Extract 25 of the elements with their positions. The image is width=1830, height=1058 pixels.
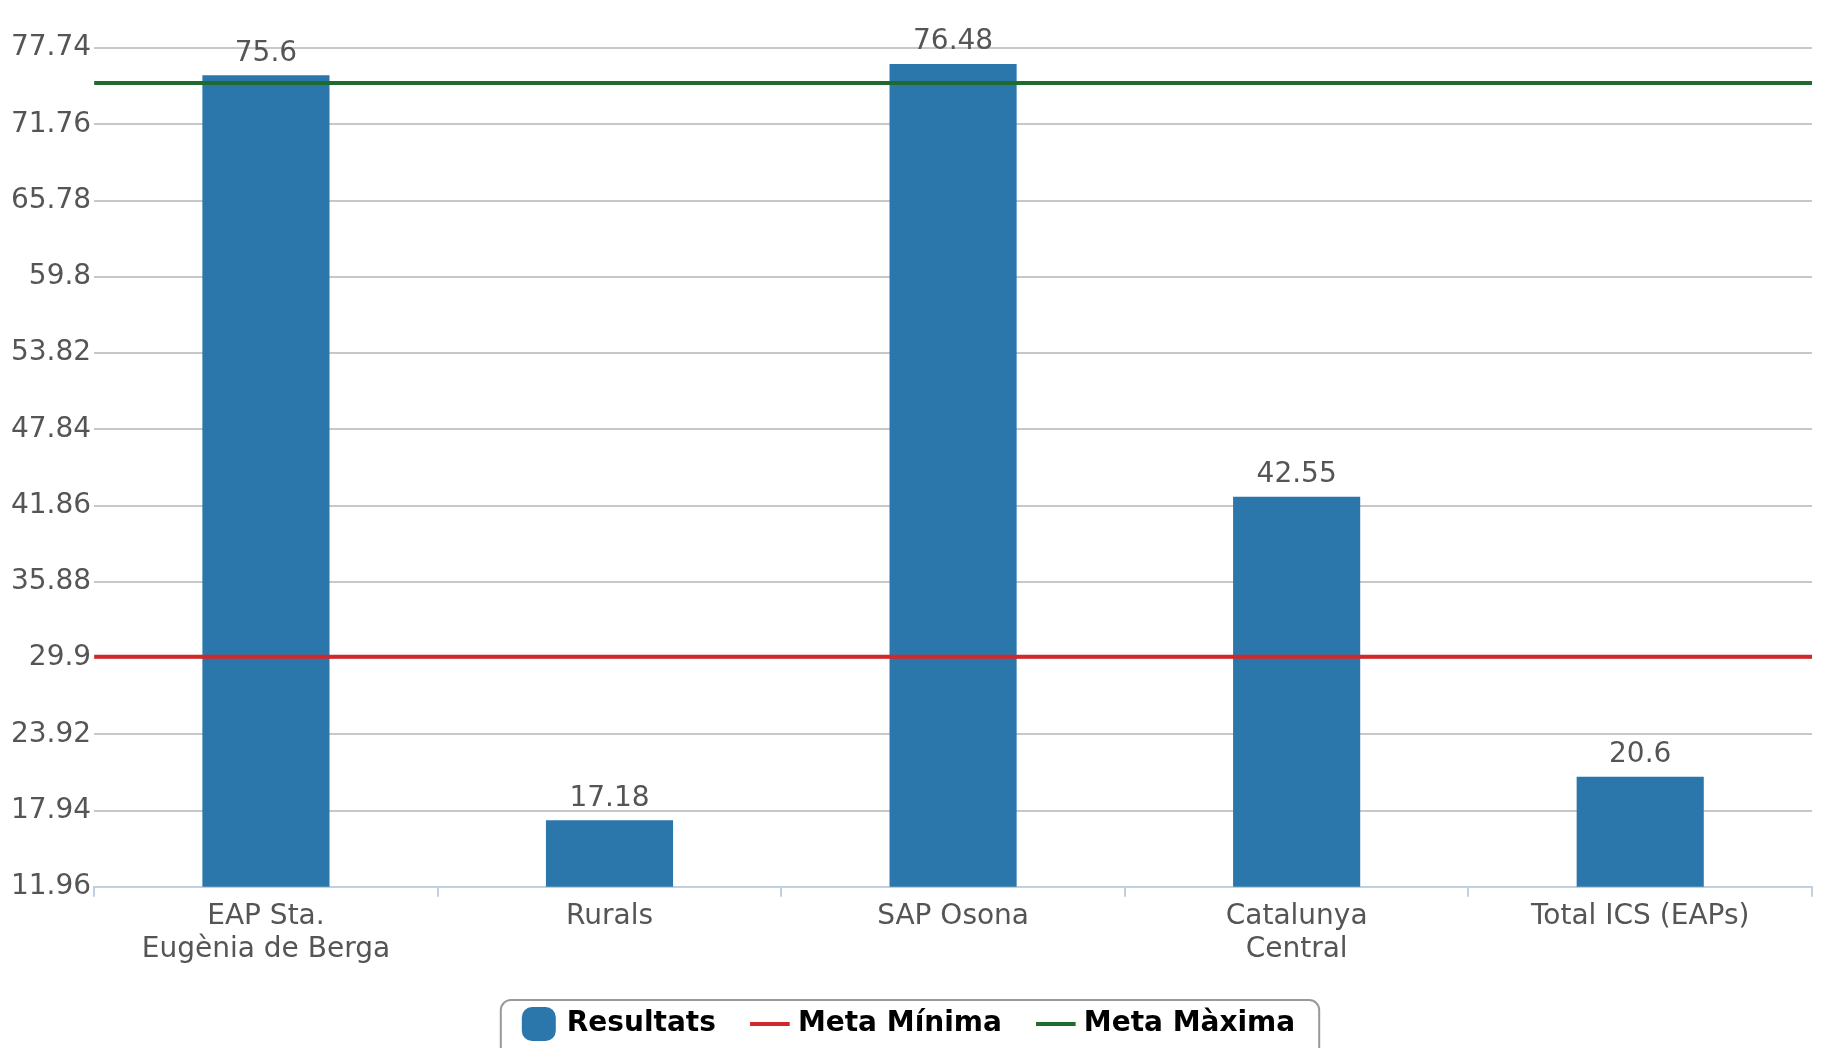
y-tick-label: 47.84 — [10, 410, 92, 444]
x-tick-label: EAP Sta. Eugènia de Berga — [141, 897, 391, 965]
x-tick-label: Rurals — [566, 897, 653, 931]
data-label: 42.55 — [1256, 456, 1337, 490]
y-tick-label: 23.92 — [10, 715, 92, 749]
data-label: 17.18 — [569, 779, 650, 813]
y-tick-label: 17.94 — [10, 791, 92, 825]
data-label: 75.6 — [234, 34, 298, 68]
y-tick-label: 53.82 — [10, 334, 92, 368]
y-tick-label: 29.9 — [28, 639, 92, 673]
x-tick-label: SAP Osona — [877, 897, 1030, 931]
y-tick-label: 41.86 — [10, 486, 92, 520]
y-tick-label: 65.78 — [10, 181, 92, 215]
legend-label: Meta Mínima — [797, 1005, 1002, 1039]
y-tick-label: 35.88 — [10, 563, 92, 597]
legend-label: Meta Màxima — [1083, 1005, 1296, 1039]
legend-label: Resultats — [566, 1005, 716, 1039]
y-tick-label: 59.8 — [28, 258, 92, 292]
x-tick-label: Total ICS (EAPs) — [1529, 897, 1750, 931]
y-tick-label: 71.76 — [10, 105, 92, 139]
y-tick-label: 77.74 — [10, 29, 92, 63]
y-tick-label: 11.96 — [10, 868, 92, 902]
data-label: 76.48 — [912, 23, 994, 57]
x-tick-label: Catalunya Central — [1225, 897, 1368, 965]
data-label: 20.6 — [1609, 735, 1672, 769]
